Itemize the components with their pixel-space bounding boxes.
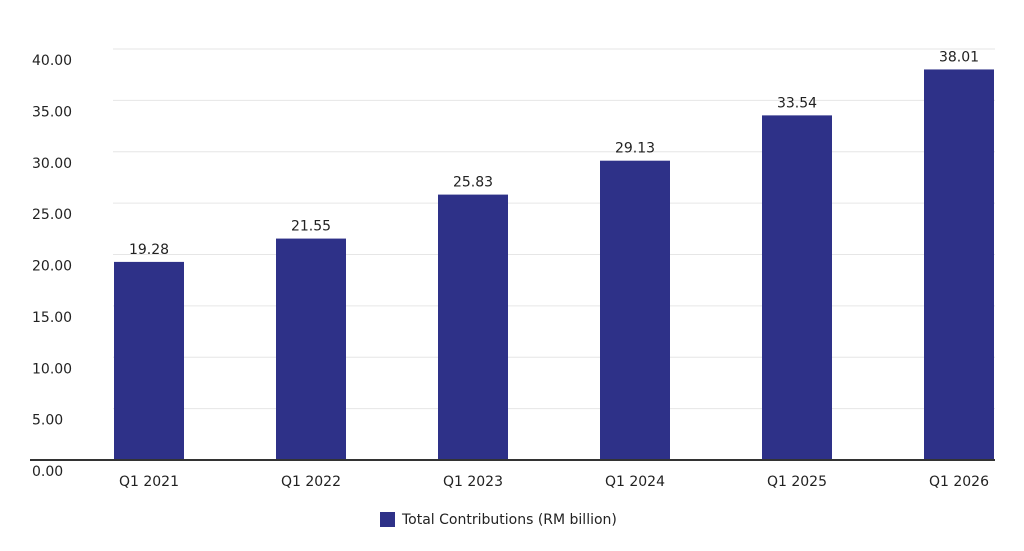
- bar: [762, 115, 832, 461]
- y-tick-label: 30.00: [32, 156, 72, 172]
- legend-swatch: [380, 512, 395, 527]
- x-tick-label: Q1 2024: [605, 474, 665, 490]
- x-tick-label: Q1 2022: [281, 474, 341, 490]
- bar: [600, 160, 670, 460]
- value-label: 21.55: [291, 219, 331, 235]
- value-label: 33.54: [777, 95, 817, 111]
- value-label: 29.13: [615, 141, 655, 157]
- y-tick-label: 25.00: [32, 207, 72, 223]
- x-tick-label: Q1 2023: [443, 474, 503, 490]
- legend-label: Total Contributions (RM billion): [401, 512, 617, 528]
- y-tick-label: 35.00: [32, 104, 72, 120]
- y-tick-label: 10.00: [32, 361, 72, 377]
- bar: [276, 238, 346, 460]
- x-tick-label: Q1 2026: [929, 474, 989, 490]
- bar: [438, 194, 508, 461]
- y-tick-label: 0.00: [32, 464, 63, 480]
- y-tick-label: 20.00: [32, 259, 72, 275]
- value-label: 19.28: [129, 242, 169, 258]
- bar: [114, 261, 184, 460]
- bar: [924, 69, 994, 460]
- value-label: 25.83: [453, 175, 493, 191]
- value-label: 38.01: [939, 49, 979, 65]
- x-tick-label: Q1 2021: [119, 474, 179, 490]
- y-tick-label: 15.00: [32, 310, 72, 326]
- y-tick-label: 40.00: [32, 53, 72, 69]
- x-tick-label: Q1 2025: [767, 474, 827, 490]
- y-tick-label: 5.00: [32, 413, 63, 429]
